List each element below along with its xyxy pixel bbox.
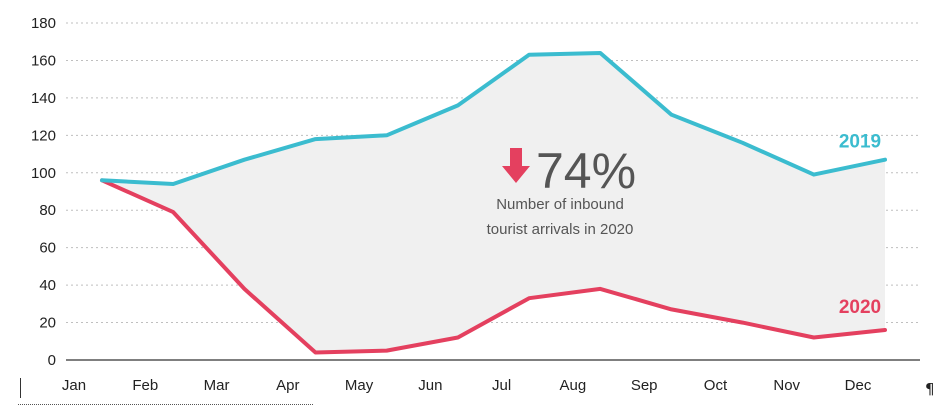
- y-tick-label: 60: [39, 240, 56, 257]
- y-tick-label: 180: [31, 15, 56, 32]
- y-tick-label: 100: [31, 165, 56, 182]
- x-axis-ticks: Jan Feb Mar Apr May Jun Jul Aug Sep Oct Nov Dec: [62, 377, 872, 394]
- x-tick-label: Jun: [418, 377, 442, 394]
- y-tick-label: 120: [31, 127, 56, 144]
- y-tick-label: 0: [48, 352, 56, 369]
- annotation-text-line1: Number of inbound: [496, 196, 624, 213]
- series-line-2019: [100, 51, 887, 186]
- x-tick-label: Nov: [773, 377, 800, 394]
- x-tick-label: Mar: [204, 377, 230, 394]
- x-tick-label: Aug: [560, 377, 587, 394]
- x-tick-label: Dec: [845, 377, 872, 394]
- x-tick-label: May: [345, 377, 374, 394]
- y-tick-label: 40: [39, 277, 56, 294]
- x-tick-label: Apr: [276, 377, 299, 394]
- y-axis-ticks: 0 20 40 60 80 100 120 140 160 180: [31, 15, 56, 369]
- y-tick-label: 80: [39, 202, 56, 219]
- y-tick-label: 160: [31, 52, 56, 69]
- y-tick-label: 20: [39, 315, 56, 332]
- dotted-underline: [18, 404, 313, 405]
- x-tick-label: Feb: [132, 377, 158, 394]
- x-tick-label: Oct: [704, 377, 728, 394]
- area-between-series: [102, 53, 885, 353]
- series-lines: [100, 51, 887, 355]
- series-label-2019: 2019: [839, 132, 881, 153]
- pilcrow-mark: ¶: [925, 380, 935, 398]
- x-tick-label: Sep: [631, 377, 658, 394]
- y-tick-label: 140: [31, 90, 56, 107]
- text-cursor: [20, 378, 21, 398]
- annotation-text-line2: tourist arrivals in 2020: [487, 221, 634, 238]
- annotation: 74% Number of inbound tourist arrivals i…: [487, 143, 636, 238]
- annotation-percent: 74%: [536, 143, 636, 199]
- series-label-2020: 2020: [839, 297, 881, 318]
- x-tick-label: Jan: [62, 377, 86, 394]
- down-arrow-icon: [502, 148, 530, 183]
- x-tick-label: Jul: [492, 377, 511, 394]
- series-line-2020: [100, 178, 887, 355]
